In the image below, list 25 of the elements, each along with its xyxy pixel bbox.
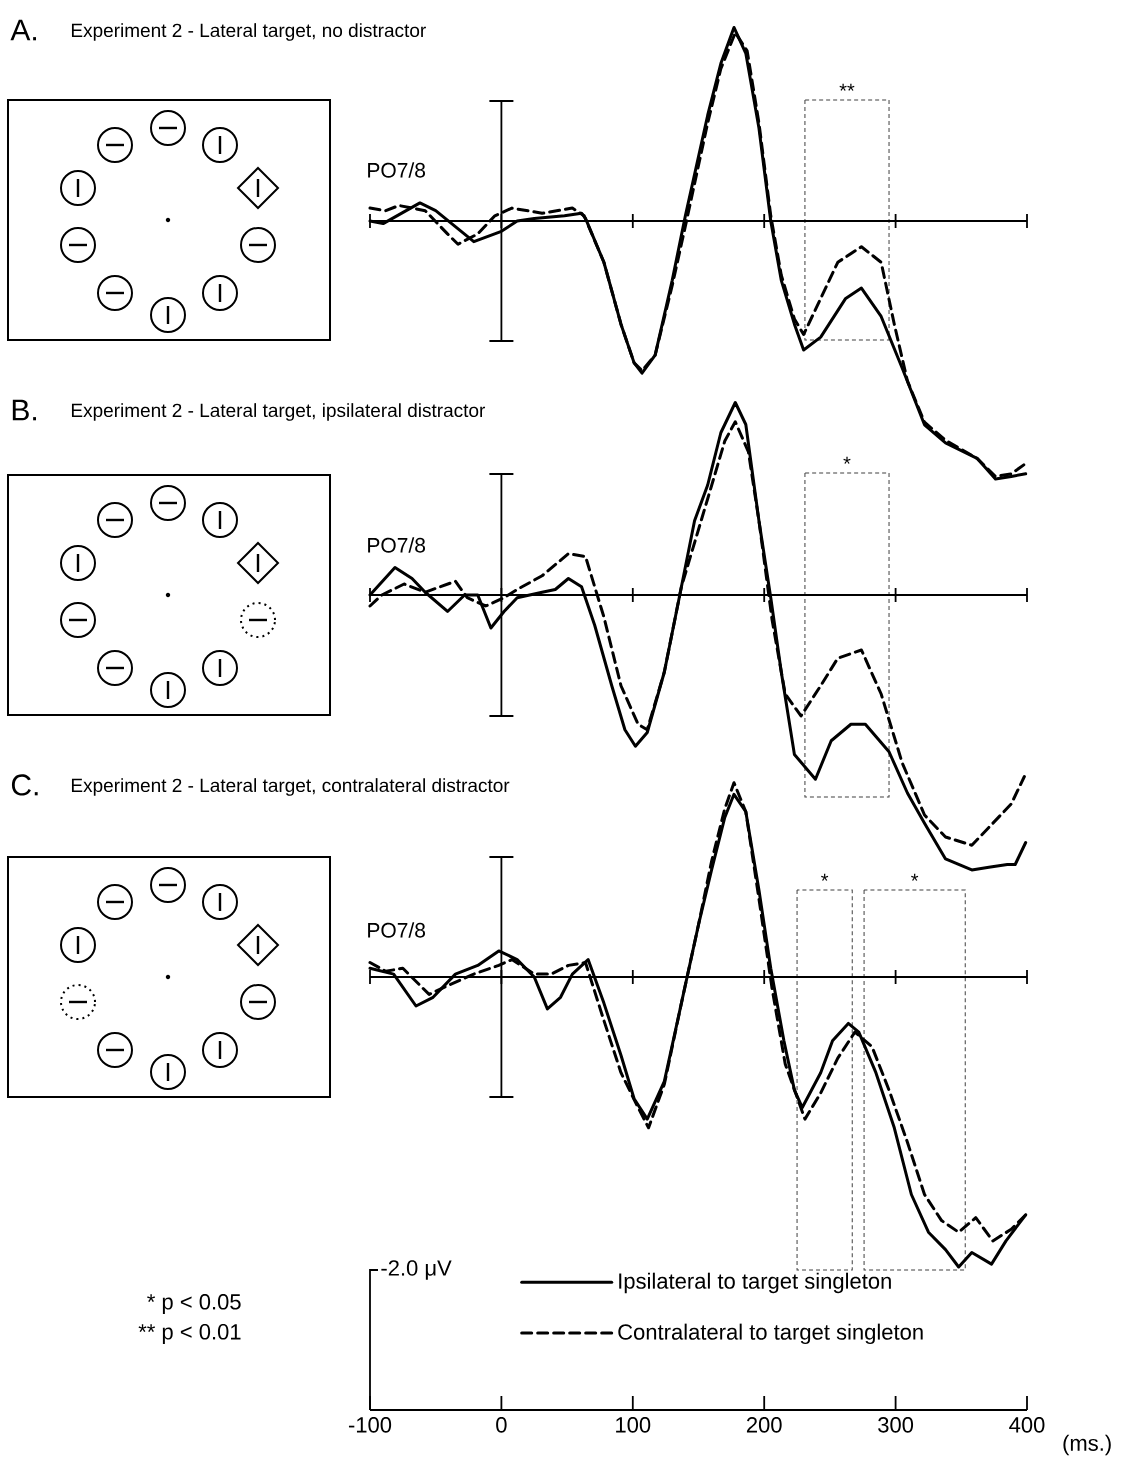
text: ** p < 0.01 — [138, 1324, 241, 1344]
x-tick-label: 300 — [878, 1417, 914, 1433]
text: C. — [11, 774, 38, 796]
band-label: * — [843, 456, 851, 464]
x-tick-label: -100 — [348, 1417, 392, 1433]
x-tick-label: 100 — [616, 1417, 651, 1433]
text: A. — [10, 19, 36, 41]
legend-label: Ipsilateral to target singleton — [619, 1272, 891, 1294]
chart-title: Experiment 2 - Lateral target, ipsilateral distractor — [71, 403, 486, 421]
x-tick-label: 0 — [496, 1417, 507, 1433]
text: B. — [12, 399, 36, 421]
ref-line-label: -2.0 μV — [381, 1260, 452, 1280]
annotation: PO7/8 — [368, 537, 426, 553]
x-tick-label: 200 — [746, 1417, 782, 1433]
legend-label: Contralateral to target singleton — [618, 1323, 923, 1345]
band-label: ** — [839, 83, 855, 91]
x-axis-title: (ms.) — [1063, 1434, 1111, 1456]
annotation: PO7/8 — [368, 922, 426, 938]
chart-title: Experiment 2 - Lateral target, no distractor — [71, 23, 426, 41]
band-label: * — [821, 873, 829, 881]
x-tick-label: 400 — [1009, 1417, 1045, 1433]
chart-title: Experiment 2 - Lateral target, contralateral distractor — [71, 778, 510, 796]
band-label: * — [911, 873, 919, 881]
annotation: PO7/8 — [368, 162, 426, 178]
text: * p < 0.05 — [147, 1294, 241, 1314]
